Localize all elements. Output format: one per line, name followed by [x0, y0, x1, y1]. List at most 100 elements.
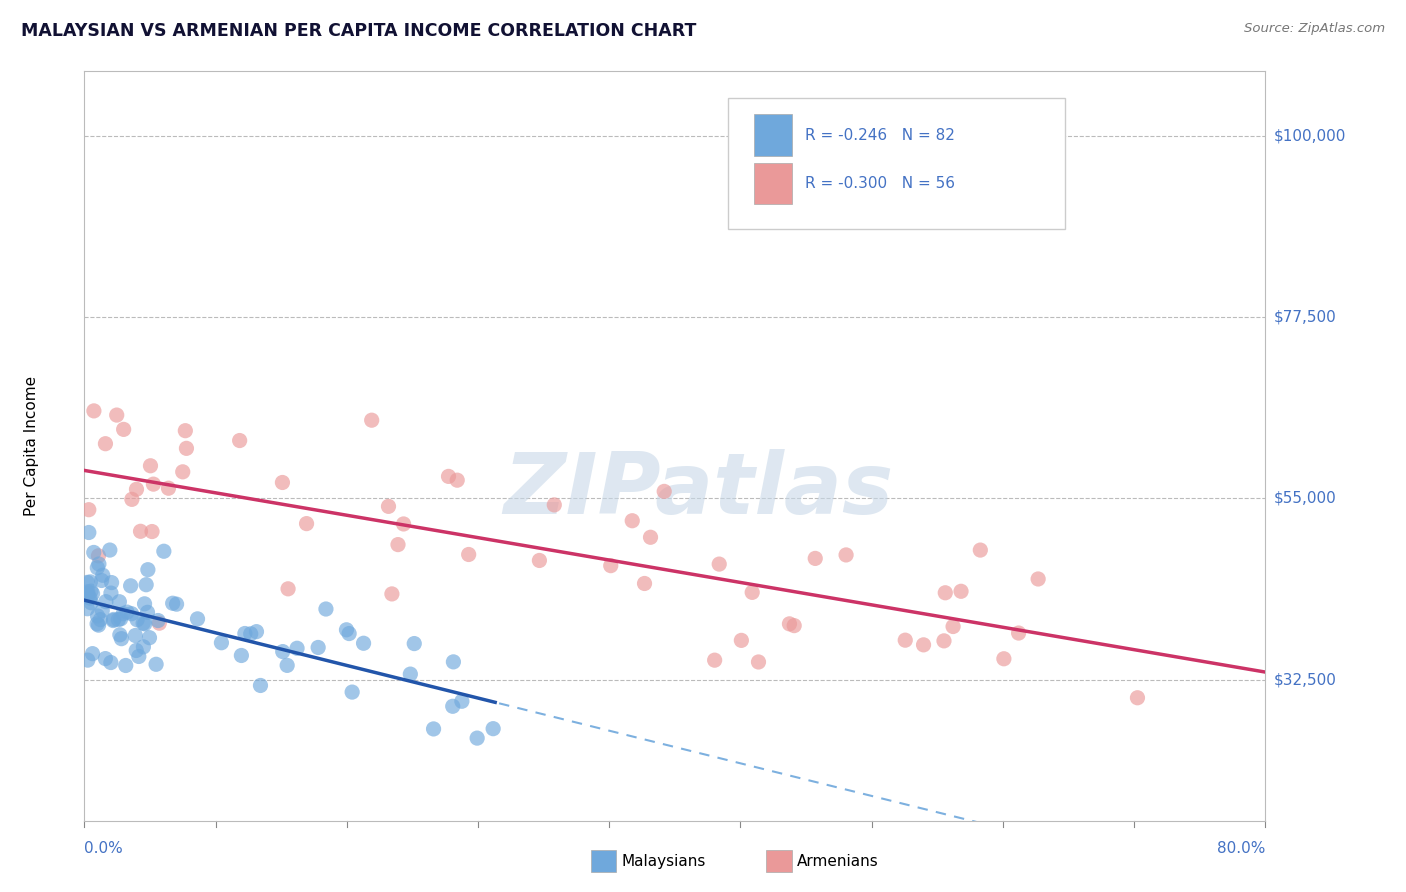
Point: [1026, 572, 1049, 586]
Point: [125, 643, 148, 657]
Point: [112, 607, 135, 621]
Point: [77, 588, 100, 602]
Point: [315, 602, 337, 616]
Point: [176, 442, 198, 456]
Point: [377, 500, 399, 514]
Point: [934, 586, 956, 600]
Point: [103, 612, 125, 626]
Point: [337, 626, 360, 640]
Text: Malaysians: Malaysians: [621, 855, 706, 869]
Point: [465, 731, 488, 745]
Point: [80, 596, 103, 610]
Point: [135, 578, 157, 592]
Point: [709, 557, 731, 571]
Point: [703, 653, 725, 667]
Point: [76, 601, 98, 615]
Point: [249, 678, 271, 692]
Point: [87, 549, 110, 563]
Point: [145, 657, 167, 672]
Point: [233, 626, 256, 640]
Text: Source: ZipAtlas.com: Source: ZipAtlas.com: [1244, 22, 1385, 36]
Point: [108, 628, 131, 642]
Point: [82, 647, 104, 661]
Point: [353, 636, 375, 650]
Point: [76, 653, 98, 667]
Text: 0.0%: 0.0%: [84, 841, 124, 855]
Text: MALAYSIAN VS ARMENIAN PER CAPITA INCOME CORRELATION CHART: MALAYSIAN VS ARMENIAN PER CAPITA INCOME …: [21, 22, 696, 40]
Point: [86, 609, 108, 624]
Point: [100, 575, 122, 590]
Point: [277, 582, 299, 596]
Point: [77, 502, 100, 516]
Point: [82, 586, 104, 600]
Point: [127, 613, 149, 627]
Text: $100,000: $100,000: [1274, 128, 1346, 144]
Point: [335, 623, 357, 637]
Point: [307, 640, 329, 655]
Point: [105, 408, 128, 422]
Point: [360, 413, 382, 427]
Point: [83, 545, 105, 559]
Text: ZIPatlas: ZIPatlas: [503, 450, 894, 533]
Point: [441, 655, 464, 669]
Point: [76, 587, 98, 601]
Point: [529, 553, 551, 567]
Point: [87, 557, 110, 571]
Point: [174, 424, 197, 438]
Point: [543, 498, 565, 512]
Point: [730, 633, 752, 648]
Point: [76, 584, 98, 599]
Point: [245, 624, 267, 639]
Point: [134, 597, 156, 611]
Point: [124, 628, 146, 642]
Point: [89, 613, 111, 627]
Point: [231, 648, 253, 663]
Point: [932, 633, 955, 648]
Point: [387, 538, 409, 552]
Text: $55,000: $55,000: [1274, 491, 1337, 506]
Bar: [754, 114, 792, 155]
Bar: [754, 163, 792, 204]
Point: [285, 641, 308, 656]
Point: [79, 574, 101, 589]
Point: [381, 587, 404, 601]
Point: [112, 422, 135, 436]
Point: [894, 633, 917, 648]
Point: [186, 612, 208, 626]
Point: [134, 616, 156, 631]
Point: [1007, 626, 1029, 640]
Point: [239, 627, 262, 641]
Point: [1126, 690, 1149, 705]
Point: [399, 667, 422, 681]
Point: [132, 640, 155, 654]
Point: [228, 434, 250, 448]
Point: [107, 613, 129, 627]
Point: [209, 636, 232, 650]
Point: [599, 558, 621, 573]
Point: [950, 584, 973, 599]
Point: [942, 619, 965, 633]
Point: [804, 551, 827, 566]
Text: R = -0.300   N = 56: R = -0.300 N = 56: [804, 177, 955, 191]
Point: [120, 579, 142, 593]
Point: [103, 614, 125, 628]
Point: [783, 618, 806, 632]
Point: [77, 525, 100, 540]
Point: [80, 584, 103, 599]
Point: [121, 492, 143, 507]
Point: [91, 568, 114, 582]
Point: [993, 652, 1015, 666]
Point: [162, 596, 184, 610]
Point: [450, 694, 472, 708]
Text: $32,500: $32,500: [1274, 673, 1337, 687]
Point: [835, 548, 858, 562]
Point: [166, 597, 188, 611]
Point: [741, 585, 763, 599]
Point: [441, 699, 464, 714]
Point: [392, 516, 415, 531]
Point: [747, 655, 769, 669]
Point: [83, 404, 105, 418]
Point: [146, 614, 169, 628]
Point: [437, 469, 460, 483]
Point: [94, 594, 117, 608]
